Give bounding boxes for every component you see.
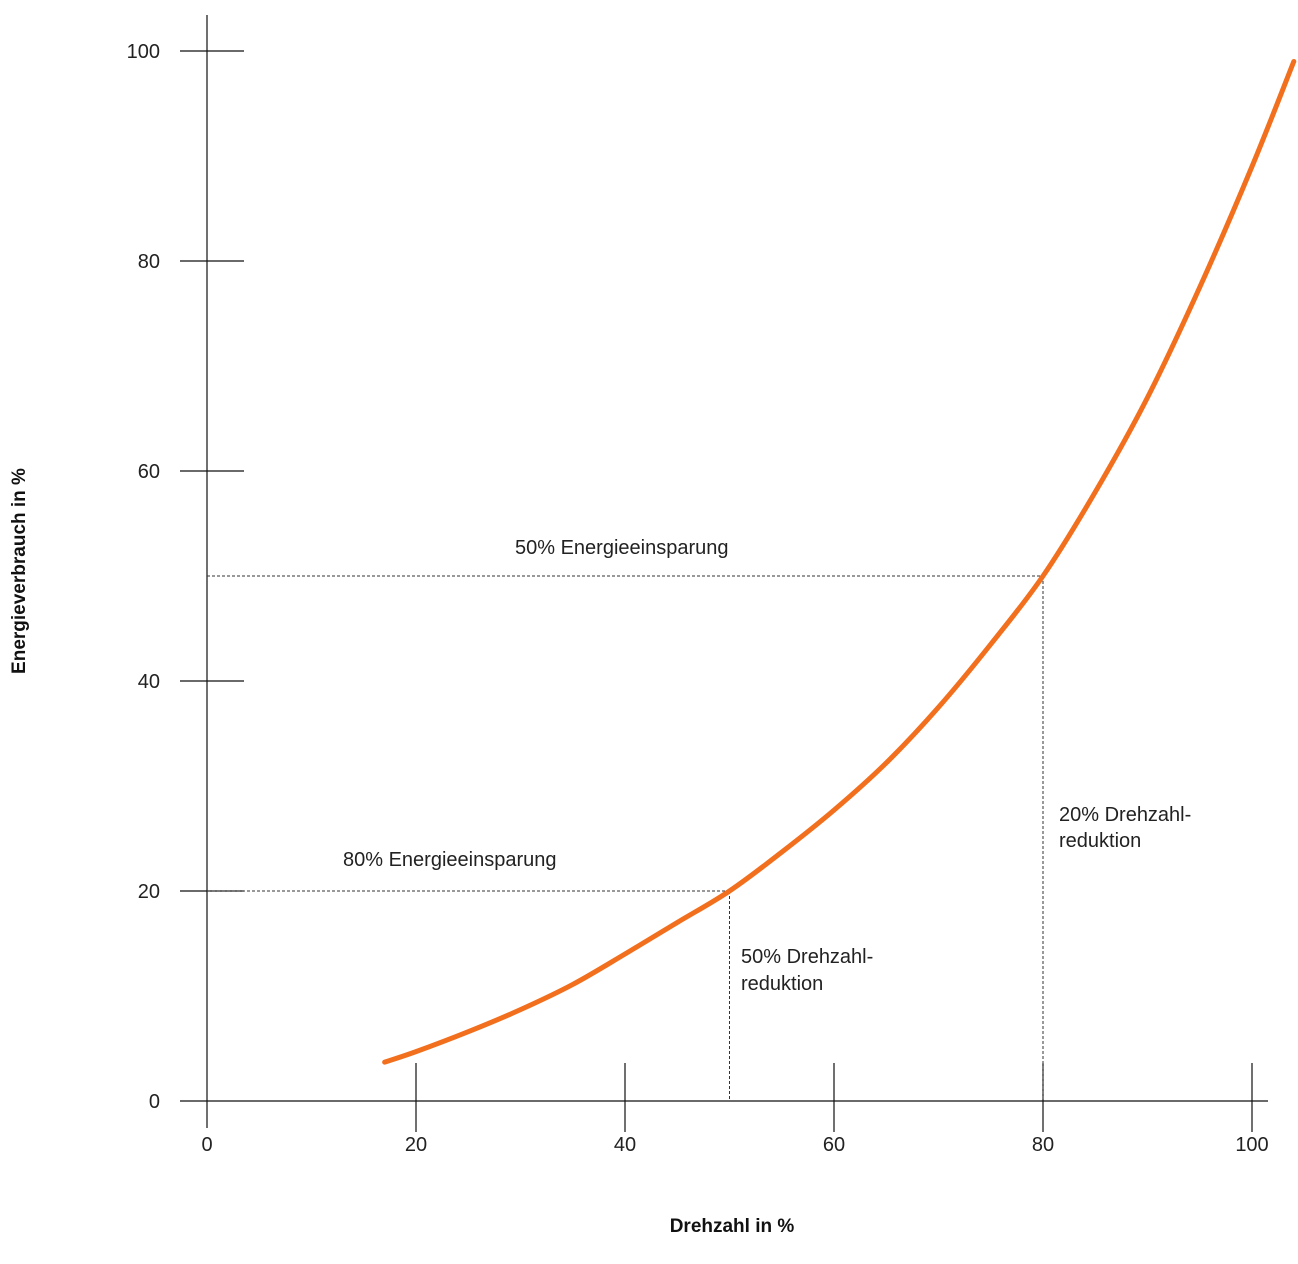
series (382, 59, 1297, 1065)
y-tick-label-20: 20 (138, 881, 160, 903)
annotation-50-savings: 50% Energieeinsparung (515, 537, 729, 559)
labels: 50% Energieeinsparung 80% Energieeinspar… (9, 468, 1191, 1237)
y-tick-label-100: 100 (127, 41, 160, 63)
x-tick-label-60: 60 (823, 1134, 845, 1156)
x-tick-label-0: 0 (201, 1134, 212, 1156)
energy-curve (382, 59, 1297, 1065)
x-tick-label-100: 100 (1235, 1134, 1268, 1156)
axes (180, 15, 1268, 1128)
guide-lines (207, 575, 1044, 1101)
annotation-20-reduction-line2: reduktion (1059, 830, 1141, 852)
y-axis-title: Energieverbrauch in % (9, 468, 30, 674)
annotation-50-reduction-line2: reduktion (741, 973, 823, 995)
ticks: 0 20 40 60 80 100 0 20 40 60 80 100 (127, 41, 1269, 1156)
y-tick-label-40: 40 (138, 671, 160, 693)
x-tick-label-20: 20 (405, 1134, 427, 1156)
x-tick-label-40: 40 (614, 1134, 636, 1156)
x-tick-label-80: 80 (1032, 1134, 1054, 1156)
annotation-80-savings: 80% Energieeinsparung (343, 849, 557, 871)
y-tick-label-80: 80 (138, 251, 160, 273)
annotation-50-reduction-line1: 50% Drehzahl- (741, 946, 873, 968)
y-tick-label-0: 0 (149, 1091, 160, 1113)
x-axis-title: Drehzahl in % (670, 1216, 795, 1237)
y-tick-label-60: 60 (138, 461, 160, 483)
annotation-20-reduction-line1: 20% Drehzahl- (1059, 804, 1191, 826)
